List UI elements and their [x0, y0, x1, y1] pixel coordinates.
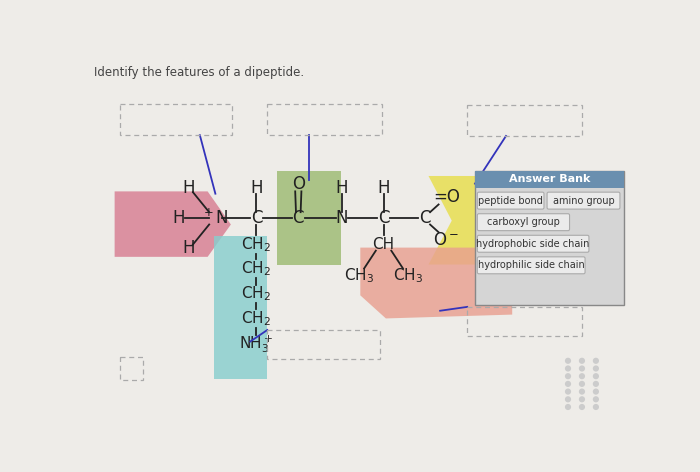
Text: C: C: [293, 210, 304, 228]
Text: C: C: [378, 210, 389, 228]
Bar: [468, 105, 582, 136]
Text: CH$_3$: CH$_3$: [344, 267, 374, 286]
Circle shape: [565, 404, 571, 410]
Text: CH$_2$: CH$_2$: [241, 235, 272, 254]
Text: H: H: [250, 178, 262, 196]
Circle shape: [593, 388, 599, 395]
Text: hydrophilic side chain: hydrophilic side chain: [478, 261, 584, 270]
Text: Answer Bank: Answer Bank: [509, 174, 590, 184]
FancyBboxPatch shape: [477, 192, 544, 209]
Circle shape: [579, 373, 585, 379]
FancyBboxPatch shape: [214, 236, 267, 379]
Circle shape: [579, 404, 585, 410]
Text: CH$_2$: CH$_2$: [241, 259, 272, 278]
FancyBboxPatch shape: [475, 170, 624, 187]
Circle shape: [593, 404, 599, 410]
Circle shape: [593, 396, 599, 402]
Circle shape: [579, 388, 585, 395]
Bar: [267, 330, 379, 359]
Text: H: H: [377, 178, 390, 196]
Text: C: C: [419, 210, 430, 228]
Text: H: H: [335, 178, 348, 196]
Text: CH$_2$: CH$_2$: [241, 285, 272, 303]
Bar: [120, 357, 144, 380]
Text: CH$_2$: CH$_2$: [241, 309, 272, 328]
Text: CH$_3$: CH$_3$: [393, 267, 424, 286]
Circle shape: [565, 388, 571, 395]
FancyBboxPatch shape: [277, 170, 341, 264]
Bar: [120, 104, 232, 135]
Text: O$^-$: O$^-$: [433, 231, 459, 249]
Bar: [468, 307, 582, 336]
Circle shape: [565, 381, 571, 387]
Polygon shape: [360, 248, 512, 319]
Circle shape: [593, 358, 599, 364]
Text: C: C: [251, 210, 262, 228]
Circle shape: [565, 396, 571, 402]
Text: H: H: [182, 239, 195, 257]
Circle shape: [579, 365, 585, 371]
Circle shape: [579, 396, 585, 402]
FancyBboxPatch shape: [477, 257, 585, 274]
Text: H: H: [173, 210, 186, 228]
Text: O: O: [292, 175, 304, 193]
Bar: [267, 104, 382, 135]
Text: H: H: [182, 178, 195, 196]
Text: peptide bond: peptide bond: [478, 195, 543, 206]
Text: N: N: [335, 210, 348, 228]
Circle shape: [593, 365, 599, 371]
Text: hydrophobic side chain: hydrophobic side chain: [477, 239, 590, 249]
Circle shape: [565, 373, 571, 379]
Text: Identify the features of a dipeptide.: Identify the features of a dipeptide.: [94, 66, 304, 79]
Circle shape: [579, 358, 585, 364]
Text: =O: =O: [433, 188, 460, 206]
Text: NH$_3^+$: NH$_3^+$: [239, 333, 274, 355]
Circle shape: [565, 358, 571, 364]
Polygon shape: [115, 191, 231, 257]
Text: CH: CH: [372, 237, 395, 252]
Circle shape: [579, 381, 585, 387]
Circle shape: [593, 381, 599, 387]
Circle shape: [565, 365, 571, 371]
Polygon shape: [428, 176, 522, 264]
FancyBboxPatch shape: [547, 192, 620, 209]
Circle shape: [593, 373, 599, 379]
FancyBboxPatch shape: [477, 235, 589, 252]
Text: $\mathregular{^+}$N: $\mathregular{^+}$N: [202, 209, 230, 228]
FancyBboxPatch shape: [477, 214, 570, 231]
Text: amino group: amino group: [552, 195, 615, 206]
FancyBboxPatch shape: [475, 170, 624, 305]
Text: carboxyl group: carboxyl group: [487, 217, 560, 227]
